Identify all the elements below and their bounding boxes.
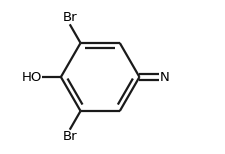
Text: HO: HO: [21, 71, 42, 83]
Text: Br: Br: [63, 11, 77, 24]
Text: Br: Br: [63, 130, 77, 143]
Text: N: N: [160, 71, 170, 83]
